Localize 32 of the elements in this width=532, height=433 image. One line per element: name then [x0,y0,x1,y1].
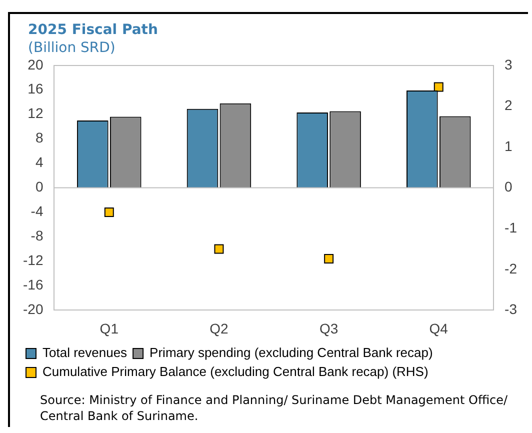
y-tick-label: -16 [23,276,44,293]
y-tick-label: 0 [35,178,44,195]
point [214,244,224,254]
chart-title: 2025 Fiscal Path [28,22,158,38]
y2-tick-label: 1 [504,138,513,154]
y2-tick-label: 3 [504,56,513,72]
legend-label: Primary spending (excluding Central Bank recap) [150,345,433,360]
point [104,208,114,218]
legend-label: Total revenues [42,345,128,360]
source-note: Source: Ministry of Finance and Planning/ Suriname Debt Management Office/ Central Bank of Suriname. [40,392,509,424]
y-tick-label: 20 [28,56,44,72]
point [434,82,444,92]
y-tick-label: 8 [35,130,44,146]
y-tick-label: -20 [23,301,44,318]
legend-label: Cumulative Primary Balance (excluding Central Bank recap) (RHS) [42,364,428,380]
y2-tick-label: 0 [504,178,513,195]
y-tick-label: -8 [30,228,44,244]
point [324,254,334,264]
y2-tick-label: -1 [504,219,518,236]
y-tick-label: 4 [35,154,44,170]
y2-tick-label: -3 [504,301,518,318]
x-tick-label: Q2 [210,320,229,336]
x-tick-label: Q1 [100,320,119,336]
chart-subtitle: (Billion SRD) [28,40,116,56]
y-tick-label: -4 [30,203,44,220]
y-tick-label: 12 [28,105,44,122]
x-tick-label: Q3 [319,320,338,336]
x-tick-label: Q4 [429,320,448,336]
y-tick-label: -12 [23,252,44,268]
y2-tick-label: -2 [504,260,518,276]
y2-tick-label: 2 [504,97,513,114]
y-tick-label: 16 [28,80,44,97]
